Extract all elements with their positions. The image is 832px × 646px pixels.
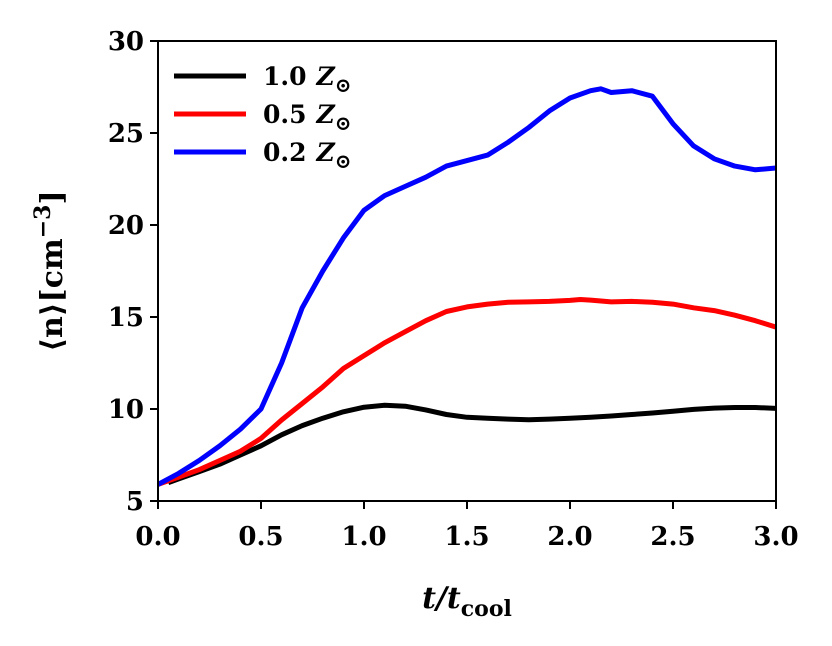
x-tick-label: 3.0	[753, 522, 798, 552]
y-axis-title-sup: −3	[30, 205, 56, 239]
x-tick-label: 2.0	[547, 522, 592, 552]
x-tick-label: 0.5	[238, 522, 283, 552]
legend-label: 0.5 Z⊙	[263, 100, 352, 135]
x-tick-label: 0.0	[135, 522, 180, 552]
legend-label-num: 1.0	[263, 62, 307, 91]
legend-label: 1.0 Z⊙	[263, 62, 352, 97]
x-axis-title-main: t/t	[422, 581, 461, 616]
y-tick-label: 20	[108, 211, 144, 241]
plot-frame	[157, 40, 777, 502]
x-axis: 0.0 0.5 1.0 1.5 2.0 2.5 3.0	[135, 501, 799, 552]
y-tick-label: 25	[108, 119, 144, 149]
legend-label-sub: ⊙	[335, 111, 352, 135]
y-axis: 5 10 15 20 25 30	[108, 27, 158, 517]
legend: 1.0 Z⊙0.5 Z⊙0.2 Z⊙	[174, 62, 352, 173]
y-tick-label: 10	[108, 395, 144, 425]
legend-item-0.2: 0.2 Z⊙	[174, 138, 352, 173]
legend-label-symbol: Z	[316, 62, 336, 91]
legend-label-symbol: Z	[316, 100, 336, 129]
legend-label-num: 0.5	[263, 100, 307, 129]
x-tick-label: 1.5	[444, 522, 489, 552]
legend-label-symbol: Z	[316, 138, 336, 167]
legend-label: 0.2 Z⊙	[263, 138, 352, 173]
series-group	[158, 86, 776, 487]
x-axis-title: t/tcool	[422, 581, 512, 622]
series-line-0.5	[158, 297, 776, 487]
y-tick-label: 30	[108, 27, 144, 57]
x-tick-label: 1.0	[341, 522, 386, 552]
y-axis-title-main: ⟨n⟩[cm	[35, 238, 70, 352]
y-axis-title: ⟨n⟩[cm−3]	[30, 190, 70, 351]
y-tick-label: 15	[108, 303, 144, 333]
x-tick-label: 2.5	[650, 522, 695, 552]
series-line-0.2	[158, 86, 776, 487]
y-axis-title-close: ]	[35, 190, 70, 204]
y-tick-label: 5	[126, 487, 144, 517]
legend-item-1.0: 1.0 Z⊙	[174, 62, 352, 97]
legend-label-sub: ⊙	[335, 149, 352, 173]
series-line-1.0	[167, 402, 776, 485]
legend-item-0.5: 0.5 Z⊙	[174, 100, 352, 135]
x-axis-title-sub: cool	[461, 596, 512, 622]
legend-label-num: 0.2	[263, 138, 307, 167]
legend-label-sub: ⊙	[335, 73, 352, 97]
